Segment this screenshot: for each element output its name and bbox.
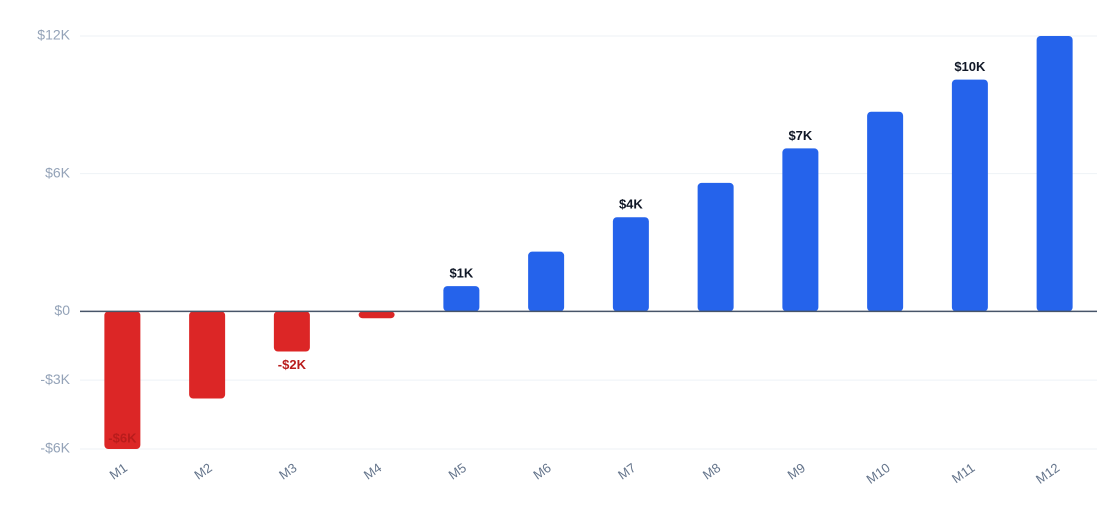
value-label: $1K xyxy=(449,266,473,281)
y-tick-label: -$6K xyxy=(40,440,70,456)
x-tick-label: M6 xyxy=(530,460,553,483)
y-tick-label: $0 xyxy=(54,302,70,318)
bar xyxy=(358,311,395,319)
x-tick-label: M12 xyxy=(1033,460,1062,487)
x-tick-label: M4 xyxy=(361,460,384,483)
value-label: -$2K xyxy=(278,357,307,372)
bar xyxy=(443,286,480,312)
bar xyxy=(697,182,734,312)
bar xyxy=(951,79,988,312)
bar xyxy=(528,251,565,312)
x-tick-label: M10 xyxy=(863,460,892,487)
x-tick-label: M5 xyxy=(446,460,469,483)
value-label: -$6K xyxy=(108,430,137,445)
bar xyxy=(612,217,649,312)
value-label: $4K xyxy=(619,197,643,212)
x-tick-label: M2 xyxy=(191,460,214,483)
y-tick-label: -$3K xyxy=(40,371,70,387)
x-tick-label: M8 xyxy=(700,460,723,483)
x-tick-label: M9 xyxy=(785,460,808,483)
bar xyxy=(867,111,904,312)
x-tick-label: M7 xyxy=(615,460,638,483)
y-tick-label: $6K xyxy=(45,164,71,180)
value-label: $7K xyxy=(788,128,812,143)
bar xyxy=(189,311,226,399)
x-tick-label: M1 xyxy=(107,460,130,483)
y-tick-label: $12K xyxy=(37,27,70,43)
bar xyxy=(1036,36,1073,312)
bar xyxy=(104,311,141,449)
value-label: $10K xyxy=(954,59,986,74)
bar xyxy=(273,311,310,352)
x-tick-label: M11 xyxy=(949,460,978,486)
x-tick-label: M3 xyxy=(276,460,299,483)
bar xyxy=(782,148,819,312)
